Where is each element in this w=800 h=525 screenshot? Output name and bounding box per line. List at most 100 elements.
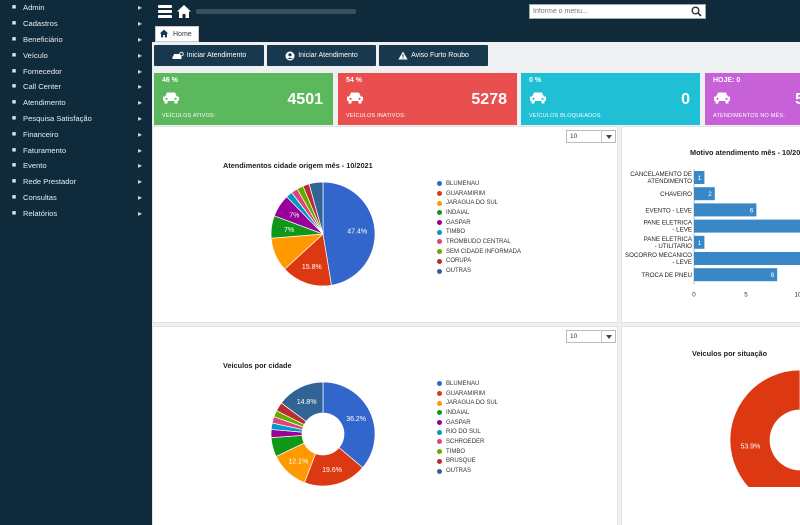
legend-swatch: [437, 381, 442, 387]
legend-item[interactable]: TIMBO: [437, 447, 498, 457]
legend-item[interactable]: TROMBUDO CENTRAL: [437, 237, 521, 247]
sidebar-item-consultas[interactable]: ■ Consultas ▸: [0, 190, 152, 206]
stat-card[interactable]: 46 % 4501 VEÍCULOS ATIVOS:: [154, 73, 333, 125]
thumbs-up-icon: ■: [11, 114, 17, 122]
legend-item[interactable]: JARAGUA DO SUL: [437, 198, 521, 208]
page-size-select[interactable]: 10: [566, 330, 616, 343]
start-service-user-button[interactable]: Iniciar Atendimento: [267, 45, 376, 66]
legend-item[interactable]: TIMBO: [437, 227, 521, 237]
sidebar: ■ Admin ▸ ■ Cadastros ▸ ■ Beneficiário ▸ ■ Veículo…: [0, 0, 152, 525]
bar-cancelamento-de-atendimento[interactable]: [694, 171, 705, 184]
legend-item[interactable]: GASPAR: [437, 218, 521, 228]
bar-category-label: SOCORRO MECANICO - LEVE: [625, 252, 692, 266]
bar-value-label: 8: [771, 272, 775, 279]
sidebar-item-pesquisa-satisfa-o[interactable]: ■ Pesquisa Satisfação ▸: [0, 111, 152, 127]
legend-item[interactable]: BLUMENAU: [437, 379, 498, 389]
pie-slice-guaramirim[interactable]: [284, 233, 332, 287]
legend-item[interactable]: JARAGUA DO SUL: [437, 398, 498, 408]
legend-swatch: [437, 400, 442, 406]
headset-icon: ■: [11, 99, 17, 107]
legend-item[interactable]: SCHROEDER: [437, 437, 498, 447]
legend-label: CORUPA: [446, 258, 472, 265]
menu-search-box[interactable]: [529, 4, 706, 19]
bar-socorro-mecanico-leve[interactable]: [694, 252, 800, 265]
sidebar-item-admin[interactable]: ■ Admin ▸: [0, 0, 152, 16]
legend-item[interactable]: SEM CIDADE INFORMADA: [437, 247, 521, 257]
legend-item[interactable]: GUARAMIRIM: [437, 389, 498, 399]
sidebar-item-benefici-rio[interactable]: ■ Beneficiário ▸: [0, 32, 152, 48]
sidebar-item-faturamento[interactable]: ■ Faturamento ▸: [0, 142, 152, 158]
sidebar-item-relat-rios[interactable]: ■ Relatórios ▸: [0, 205, 152, 221]
legend-swatch: [437, 249, 442, 255]
menu-search-input[interactable]: [530, 5, 680, 18]
bar-pane-eletrica-leve[interactable]: [694, 219, 800, 233]
chart-icon: ■: [11, 146, 17, 154]
stat-card[interactable]: HOJE: 0 5 ATENDIMENTOS NO MÊS:: [705, 73, 800, 125]
page-size-select[interactable]: 10: [566, 130, 616, 143]
bar-category-label: CANCELAMENTO DE ATENDIMENTO: [630, 171, 692, 185]
card-label: VEÍCULOS ATIVOS:: [162, 113, 216, 119]
stat-card[interactable]: 54 % 5278 VEÍCULOS INATIVOS:: [338, 73, 517, 125]
legend-item[interactable]: INDAIAL: [437, 408, 498, 418]
theft-notice-button[interactable]: Aviso Furto Roubo: [379, 45, 488, 66]
search-icon[interactable]: [691, 6, 702, 19]
chevron-right-icon: ▸: [137, 66, 142, 76]
card-label: VEÍCULOS BLOQUEADOS:: [529, 113, 603, 119]
pie-slice-outras[interactable]: [308, 181, 324, 235]
sidebar-item-atendimento[interactable]: ■ Atendimento ▸: [0, 95, 152, 111]
pie-slice-blumenau[interactable]: [322, 381, 376, 469]
bar-chaveiro[interactable]: [694, 187, 715, 201]
card-percentage: 46 %: [162, 77, 178, 84]
company-name-blurred: [196, 9, 356, 14]
pie-slice-inativos[interactable]: [729, 369, 800, 487]
start-service-plate-button[interactable]: Iniciar Atendimento: [154, 45, 264, 66]
legend-item[interactable]: BLUMENAU: [437, 179, 521, 189]
legend-swatch: [437, 220, 442, 226]
legend-item[interactable]: GASPAR: [437, 418, 498, 428]
chevron-right-icon: ▸: [137, 177, 142, 187]
car-icon: ■: [11, 51, 17, 59]
tab-home[interactable]: Home: [155, 26, 199, 42]
home-icon[interactable]: [176, 4, 192, 21]
search-icon: ■: [11, 193, 17, 201]
card-value: 5278: [471, 91, 507, 108]
legend-label: BLUMENAU: [446, 380, 480, 387]
legend-item[interactable]: CORUPA: [437, 257, 521, 267]
sidebar-item-fornecedor[interactable]: ■ Fornecedor ▸: [0, 63, 152, 79]
pie-slice-outras[interactable]: [280, 381, 324, 422]
legend-item[interactable]: GUARAMIRIM: [437, 189, 521, 199]
legend-label: TIMBO: [446, 448, 465, 455]
legend-swatch: [437, 191, 442, 197]
legend-swatch: [437, 429, 442, 435]
slice-value-label: 12.1%: [288, 458, 308, 465]
stat-card[interactable]: 0 % 0 VEÍCULOS BLOQUEADOS:: [521, 73, 700, 125]
chart-title: Motivo atendimento mês - 10/2021: [690, 148, 800, 157]
bar-pane-eletrica-utilitario[interactable]: [694, 235, 705, 249]
pie-chart-city-services: 47.4% 15.8% 7% 7%: [270, 181, 376, 287]
sidebar-item-ve-culo[interactable]: ■ Veículo ▸: [0, 47, 152, 63]
chart-title: Veiculos por cidade: [223, 361, 292, 370]
legend-label: RIO DO SUL: [446, 429, 481, 436]
panel-city-services: 10 Atendimentos cidade origem mês - 10/2…: [152, 126, 618, 323]
pie-slice-blumenau[interactable]: [322, 181, 376, 286]
legend-swatch: [437, 181, 442, 187]
hamburger-menu-icon[interactable]: [158, 5, 172, 18]
sidebar-item-cadastros[interactable]: ■ Cadastros ▸: [0, 16, 152, 32]
bar-evento-leve[interactable]: [694, 203, 757, 217]
sidebar-item-call-center[interactable]: ■ Call Center ▸: [0, 79, 152, 95]
sidebar-item-label: Veículo: [23, 50, 48, 60]
slice-value-label: 53.9%: [740, 444, 760, 451]
legend-item[interactable]: OUTRAS: [437, 266, 521, 276]
chevron-right-icon: ▸: [137, 82, 142, 92]
sidebar-item-rede-prestador[interactable]: ■ Rede Prestador ▸: [0, 174, 152, 190]
legend-item[interactable]: BRUSQUE: [437, 457, 498, 467]
legend-item[interactable]: RIO DO SUL: [437, 427, 498, 437]
chart-legend: BLUMENAU GUARAMIRIM JARAGUA DO SUL INDAIAL G…: [437, 379, 498, 476]
phone-icon: ■: [11, 83, 17, 91]
bar-troca-de-pneu[interactable]: [694, 268, 778, 282]
sidebar-item-evento[interactable]: ■ Evento ▸: [0, 158, 152, 174]
legend-item[interactable]: OUTRAS: [437, 466, 498, 476]
legend-item[interactable]: INDAIAL: [437, 208, 521, 218]
sidebar-item-financeiro[interactable]: ■ Financeiro ▸: [0, 126, 152, 142]
car-icon: [529, 91, 547, 106]
